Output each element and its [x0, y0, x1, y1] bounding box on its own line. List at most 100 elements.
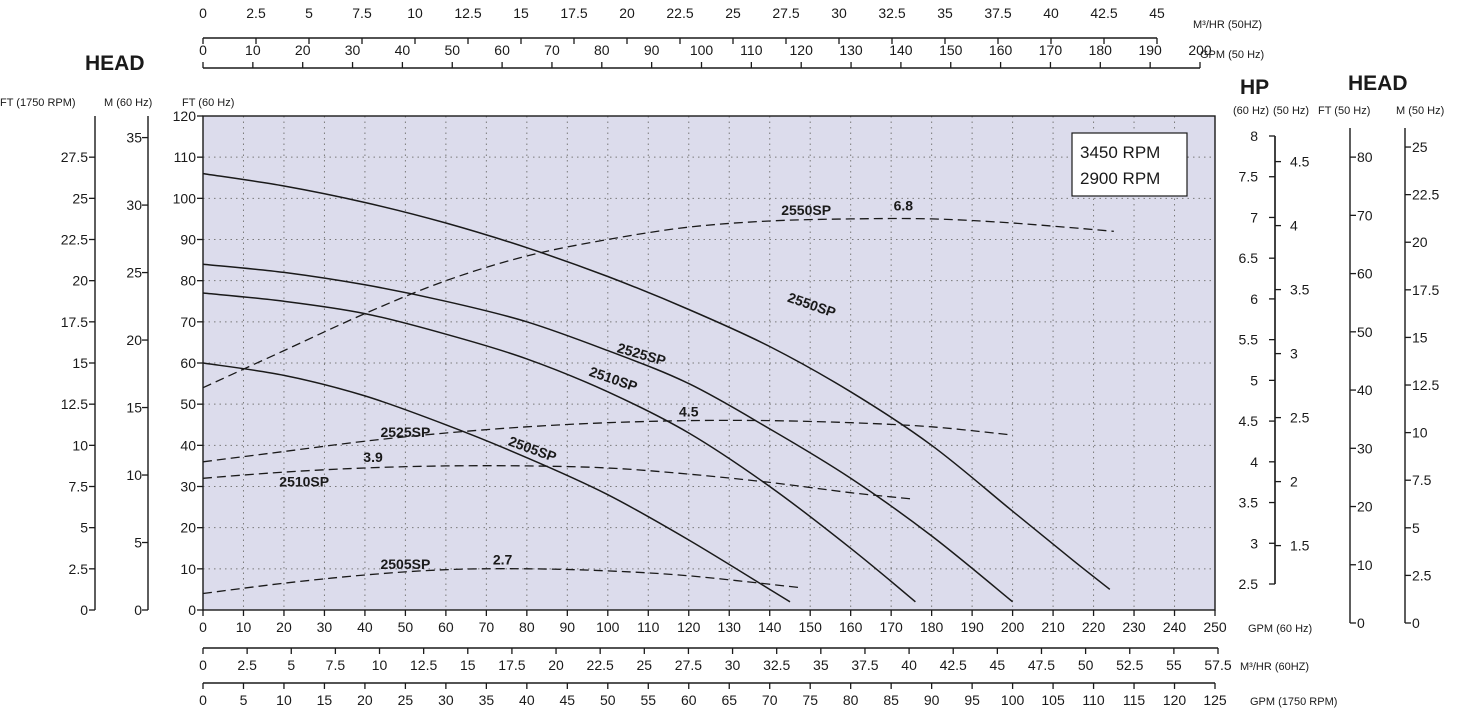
tick-label-gpm50: 90 — [644, 42, 660, 58]
tick-label-m3hr60: 22.5 — [587, 657, 614, 673]
tick-label-m50: 15 — [1412, 329, 1428, 345]
axis-title-ft60: FT (60 Hz) — [182, 97, 234, 109]
tick-label-gpm60: 70 — [479, 619, 495, 635]
tick-label-hp60: 3 — [1250, 535, 1258, 551]
tick-label-gpm60: 190 — [960, 619, 984, 635]
tick-label-gpm60: 180 — [920, 619, 944, 635]
tick-label-m60: 5 — [134, 535, 142, 551]
hp-curve-2550sp — [202, 217, 1114, 389]
axis-title-m50: M (50 Hz) — [1396, 105, 1444, 117]
curve-label: 2510SP — [279, 474, 329, 490]
tick-label-gpm1750: 0 — [199, 692, 207, 708]
tick-label-gpm50: 70 — [544, 42, 560, 58]
tick-label-gpm50: 130 — [839, 42, 863, 58]
tick-label-ft60: 70 — [180, 314, 196, 330]
tick-label-m60: 35 — [126, 130, 142, 146]
tick-label-gpm50: 100 — [690, 42, 714, 58]
tick-label-ft60: 100 — [173, 190, 197, 206]
tick-label-ft1750: 10 — [72, 437, 88, 453]
tick-label-m3hr50: 2.5 — [246, 5, 266, 21]
tick-label-gpm1750: 95 — [964, 692, 980, 708]
curves — [202, 172, 1114, 603]
tick-label-hp60: 6 — [1250, 291, 1258, 307]
tick-label-gpm1750: 5 — [240, 692, 248, 708]
tick-label-gpm60: 200 — [1001, 619, 1025, 635]
curve-label: 2.7 — [493, 552, 513, 568]
tick-label-gpm1750: 30 — [438, 692, 454, 708]
tick-label-m3hr60: 17.5 — [498, 657, 525, 673]
tick-label-gpm1750: 100 — [1001, 692, 1025, 708]
tick-label-gpm50: 160 — [989, 42, 1013, 58]
curve-label: 2525SP — [380, 424, 430, 440]
tick-label-ft1750: 25 — [72, 190, 88, 206]
tick-label-m50: 25 — [1412, 139, 1428, 155]
tick-label-gpm50: 40 — [395, 42, 411, 58]
tick-label-gpm60: 230 — [1122, 619, 1146, 635]
tick-label-gpm60: 120 — [677, 619, 701, 635]
tick-label-ft60: 40 — [180, 437, 196, 453]
tick-label-gpm1750: 20 — [357, 692, 373, 708]
curve-label: 3.9 — [363, 449, 383, 465]
tick-label-m3hr60: 42.5 — [940, 657, 967, 673]
tick-label-gpm1750: 15 — [317, 692, 333, 708]
tick-label-hp50: 3 — [1290, 346, 1298, 362]
tick-label-gpm50: 120 — [790, 42, 814, 58]
tick-label-m3hr50: 30 — [831, 5, 847, 21]
tick-label-m50: 20 — [1412, 234, 1428, 250]
tick-label-ft60: 0 — [188, 602, 196, 618]
axis-title-ft50: FT (50 Hz) — [1318, 105, 1370, 117]
head-curve-2505sp — [202, 362, 791, 603]
tick-label-gpm50: 10 — [245, 42, 261, 58]
rpm-legend-box: 3450 RPM 2900 RPM — [1071, 132, 1188, 197]
tick-label-gpm1750: 115 — [1123, 692, 1146, 708]
tick-label-gpm60: 40 — [357, 619, 373, 635]
axis-title-hp60: (60 Hz) — [1233, 105, 1269, 117]
tick-label-gpm1750: 110 — [1082, 692, 1105, 708]
tick-label-m60: 0 — [134, 602, 142, 618]
tick-label-m3hr60: 5 — [287, 657, 295, 673]
tick-label-hp60: 5.5 — [1239, 332, 1259, 348]
tick-label-gpm1750: 25 — [398, 692, 414, 708]
tick-label-m50: 22.5 — [1412, 187, 1439, 203]
tick-label-m3hr60: 20 — [548, 657, 564, 673]
tick-label-gpm1750: 80 — [843, 692, 859, 708]
tick-label-gpm1750: 45 — [560, 692, 576, 708]
axis-title-gpm50: GPM (50 Hz) — [1200, 49, 1264, 61]
tick-label-m50: 5 — [1412, 520, 1420, 536]
tick-label-m3hr60: 25 — [637, 657, 653, 673]
hp-curve-2505sp — [202, 568, 799, 595]
tick-label-gpm50: 20 — [295, 42, 311, 58]
tick-label-gpm1750: 105 — [1041, 692, 1065, 708]
axis-title-m60: M (60 Hz) — [104, 97, 152, 109]
tick-label-ft1750: 20 — [72, 273, 88, 289]
tick-label-ft1750: 15 — [72, 355, 88, 371]
tick-label-ft60: 80 — [180, 273, 196, 289]
tick-label-ft1750: 27.5 — [61, 149, 88, 165]
tick-label-m3hr60: 15 — [460, 657, 476, 673]
tick-label-gpm1750: 35 — [479, 692, 495, 708]
tick-label-gpm60: 170 — [879, 619, 903, 635]
curve-label: 2505SP — [380, 556, 430, 572]
tick-label-m3hr60: 47.5 — [1028, 657, 1055, 673]
axis-title-m3hr50: M³/HR (50HZ) — [1193, 19, 1262, 31]
tick-label-gpm1750: 75 — [802, 692, 818, 708]
tick-label-hp60: 3.5 — [1239, 495, 1259, 511]
tick-label-gpm50: 180 — [1089, 42, 1113, 58]
tick-label-ft1750: 22.5 — [61, 232, 88, 248]
tick-label-m50: 12.5 — [1412, 377, 1439, 393]
hp-curve-2525sp — [202, 419, 1013, 463]
tick-label-ft60: 60 — [180, 355, 196, 371]
tick-label-m50: 7.5 — [1412, 472, 1432, 488]
tick-label-m3hr50: 7.5 — [352, 5, 372, 21]
tick-label-ft60: 50 — [180, 396, 196, 412]
tick-label-m3hr60: 7.5 — [326, 657, 346, 673]
tick-label-gpm60: 0 — [199, 619, 207, 635]
tick-label-hp60: 7 — [1250, 209, 1258, 225]
tick-label-ft50: 60 — [1357, 266, 1373, 282]
tick-label-hp50: 4.5 — [1290, 154, 1310, 170]
tick-label-ft50: 50 — [1357, 324, 1373, 340]
tick-label-gpm1750: 120 — [1163, 692, 1187, 708]
tick-label-m3hr50: 27.5 — [772, 5, 799, 21]
tick-label-m50: 0 — [1412, 615, 1420, 631]
tick-label-m3hr60: 40 — [901, 657, 917, 673]
